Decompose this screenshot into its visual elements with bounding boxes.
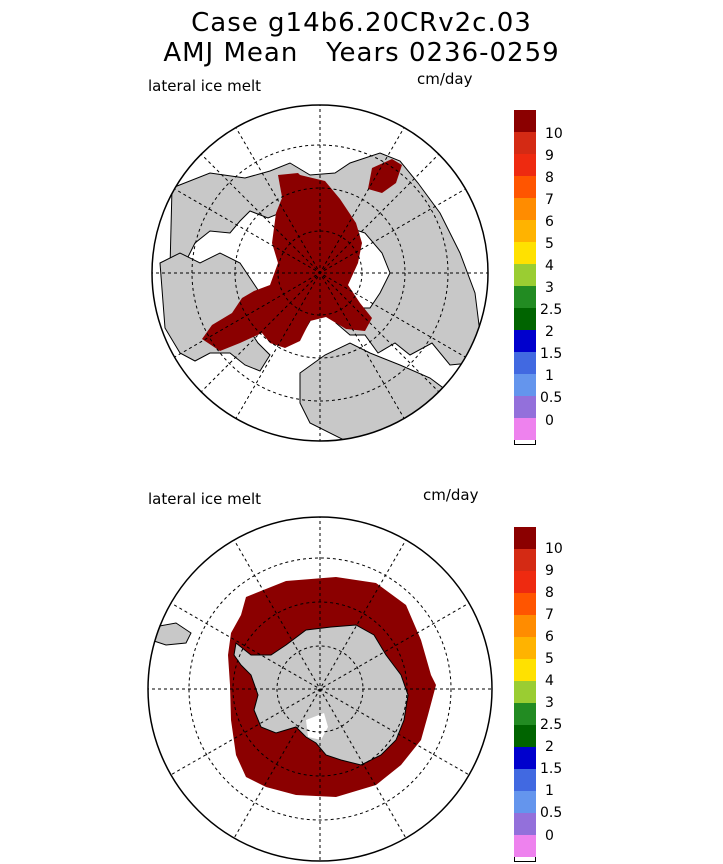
legend-tick-label: 1 (545, 368, 554, 384)
north-ice-melt-region (202, 175, 372, 351)
legend-swatch (514, 703, 536, 725)
legend-tick-label: 4 (545, 258, 554, 274)
legend-swatch (514, 747, 536, 769)
legend-swatch (514, 659, 536, 681)
legend-swatch (514, 813, 536, 835)
legend-swatch (514, 396, 536, 418)
legend-tick-label: 9 (545, 148, 554, 164)
legend-swatch (514, 198, 536, 220)
legend-swatch (514, 681, 536, 703)
figure-title-line2: AMJ Mean Years 0236-0259 (163, 38, 560, 68)
legend-swatch (514, 615, 536, 637)
panel1-units: cm/day (417, 70, 473, 88)
legend-tick-label: 1 (545, 783, 554, 799)
legend-swatch (514, 330, 536, 352)
legend-tick-label: 0.5 (540, 390, 563, 406)
legend-tick-label: 5 (545, 651, 554, 667)
legend-tick-label: 3 (545, 695, 554, 711)
ross-ice-shelf (306, 713, 328, 740)
legend-swatch (514, 769, 536, 791)
legend-tick-label: 2.5 (540, 302, 563, 318)
north-polar-map (151, 104, 489, 442)
legend-tick-label: 2 (545, 324, 554, 340)
legend-swatch (514, 176, 536, 198)
panel2-color-legend (514, 527, 536, 862)
legend-tick-label: 0.5 (540, 805, 563, 821)
legend-tick-label: 0 (545, 413, 554, 429)
legend-tick-label: 6 (545, 629, 554, 645)
legend-swatch (514, 549, 536, 571)
legend-swatch (514, 132, 536, 154)
legend-swatch (514, 374, 536, 396)
legend-tick-label: 3 (545, 280, 554, 296)
south-polar-map (147, 516, 493, 862)
legend-tick-label: 2 (545, 739, 554, 755)
legend-swatch (514, 220, 536, 242)
figure-title-line1: Case g14b6.20CRv2c.03 (191, 8, 532, 38)
legend-swatch (514, 418, 536, 440)
legend-swatch (514, 527, 536, 549)
legend-swatch (514, 242, 536, 264)
panel1-field-label: lateral ice melt (148, 77, 262, 95)
legend-tick-label: 6 (545, 214, 554, 230)
legend-swatch (514, 725, 536, 747)
legend-tick-label: 8 (545, 585, 554, 601)
panel2-units: cm/day (423, 486, 479, 504)
panel2-field-label: lateral ice melt (148, 490, 262, 508)
legend-tick-label: 1.5 (540, 761, 563, 777)
legend-swatch (514, 791, 536, 813)
legend-tick-label: 1.5 (540, 346, 563, 362)
legend-swatch (514, 308, 536, 330)
legend-swatch (514, 264, 536, 286)
panel1-color-legend (514, 110, 536, 445)
legend-swatch (514, 835, 536, 857)
legend-tick-label: 10 (545, 541, 563, 557)
legend-tick-label: 8 (545, 170, 554, 186)
legend-tick-label: 2.5 (540, 717, 563, 733)
north-landmass-asia (169, 152, 481, 366)
legend-tick-label: 7 (545, 607, 554, 623)
north-ice-melt-okhotsk (368, 159, 402, 193)
legend-swatch (514, 154, 536, 176)
legend-tick-label: 4 (545, 673, 554, 689)
north-ice-melt-bering (278, 173, 308, 197)
legend-tick-label: 9 (545, 563, 554, 579)
legend-swatch (514, 637, 536, 659)
legend-swatch (514, 286, 536, 308)
legend-swatch (514, 352, 536, 374)
legend-swatch (514, 571, 536, 593)
legend-tick-label: 7 (545, 192, 554, 208)
legend-tick-label: 0 (545, 828, 554, 844)
legend-swatch (514, 110, 536, 132)
legend-tick-label: 5 (545, 236, 554, 252)
legend-tick-label: 10 (545, 126, 563, 142)
legend-swatch (514, 593, 536, 615)
